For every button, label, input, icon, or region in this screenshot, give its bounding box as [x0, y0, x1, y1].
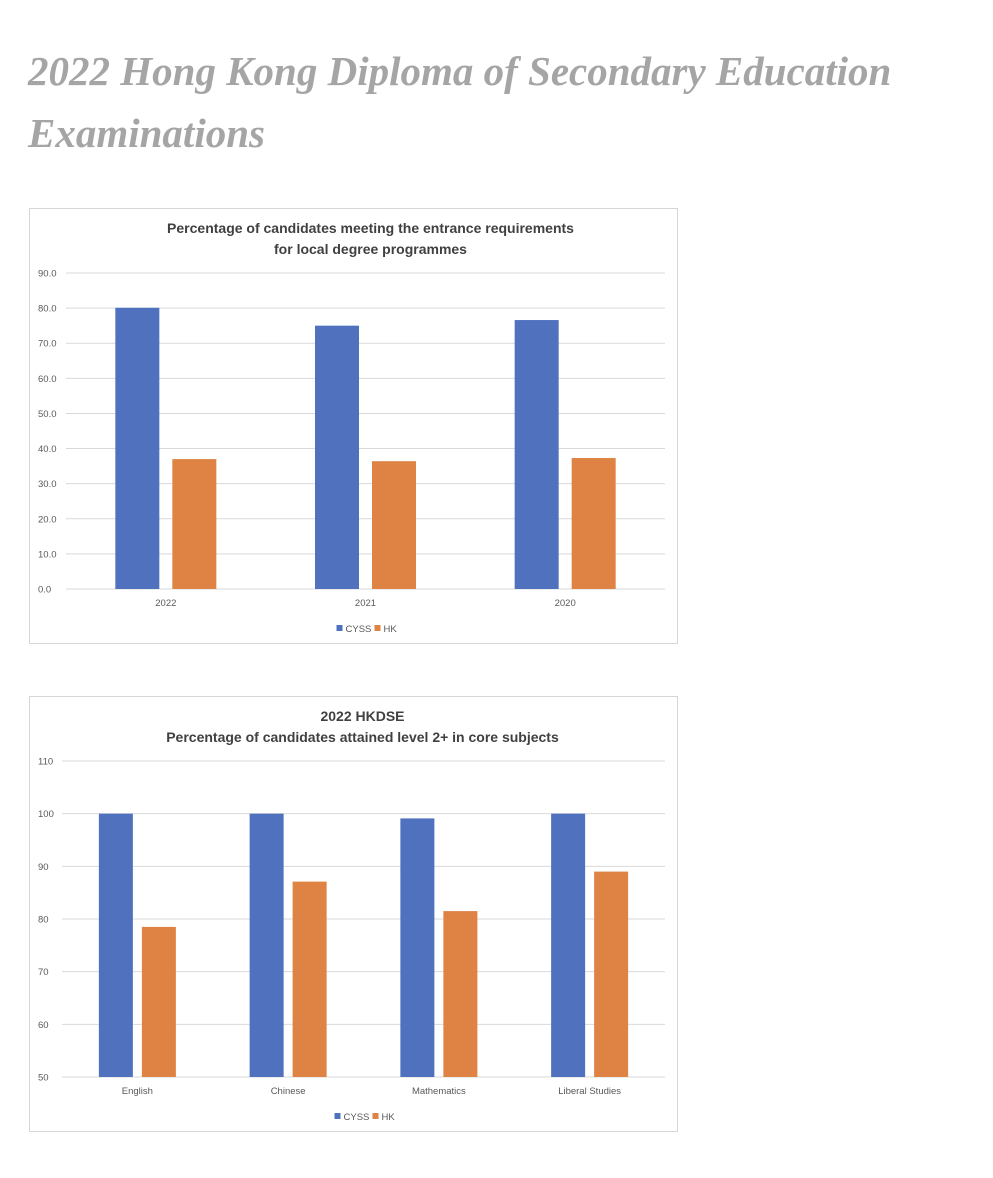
- chart2-bar-hk-mathematics: [443, 911, 478, 1077]
- chart1-legend-label-cyss: CYSS: [346, 624, 372, 635]
- chart1-legend-swatch-hk: [374, 625, 381, 631]
- chart1-category-label: 2020: [555, 598, 576, 609]
- chart2-title: 2022 HKDSE: [320, 708, 404, 724]
- chart2-y-tick-label: 100: [38, 809, 54, 820]
- chart1-y-tick-label: 40.0: [38, 444, 57, 455]
- chart1-bar-cyss-2022: [115, 307, 160, 589]
- chart2-y-tick-label: 50: [38, 1073, 49, 1084]
- chart-degree-entrance: Percentage of candidates meeting the ent…: [29, 208, 678, 644]
- chart1-bar-hk-2020: [571, 458, 616, 589]
- chart2-category-label: Chinese: [271, 1086, 306, 1097]
- chart2-y-tick-label: 70: [38, 967, 49, 978]
- chart2-category-label: English: [122, 1086, 153, 1097]
- chart1-y-tick-label: 90.0: [38, 269, 57, 280]
- chart-degree-entrance-svg: Percentage of candidates meeting the ent…: [38, 220, 665, 635]
- chart1-bar-cyss-2020: [514, 320, 559, 589]
- chart1-bar-hk-2021: [372, 461, 416, 589]
- chart2-category-label: Liberal Studies: [558, 1086, 621, 1097]
- chart2-subtitle: Percentage of candidates attained level …: [166, 729, 559, 745]
- chart1-y-tick-label: 20.0: [38, 514, 57, 525]
- chart2-y-tick-label: 60: [38, 1020, 49, 1031]
- page-title: 2022 Hong Kong Diploma of Secondary Educ…: [28, 48, 892, 156]
- chart2-legend-swatch-hk: [372, 1113, 379, 1119]
- chart1-y-tick-label: 80.0: [38, 304, 57, 315]
- chart1-y-tick-label: 30.0: [38, 479, 57, 490]
- chart1-y-tick-label: 0.0: [38, 585, 51, 596]
- chart1-category-label: 2022: [155, 598, 176, 609]
- chart1-y-tick-label: 10.0: [38, 549, 57, 560]
- chart2-y-tick-label: 110: [38, 757, 53, 768]
- chart1-y-tick-label: 60.0: [38, 374, 57, 385]
- chart2-y-tick-label: 90: [38, 862, 49, 873]
- chart2-legend-label-hk: HK: [382, 1112, 396, 1123]
- chart2-category-label: Mathematics: [412, 1086, 466, 1097]
- chart2-bar-cyss-liberal-studies: [551, 813, 586, 1077]
- chart2-bar-hk-english: [141, 926, 176, 1077]
- chart1-y-tick-label: 50.0: [38, 409, 57, 420]
- chart2-legend-label-cyss: CYSS: [344, 1112, 370, 1123]
- chart1-category-label: 2021: [355, 598, 376, 609]
- chart1-legend-swatch-cyss: [336, 625, 343, 631]
- chart2-bar-cyss-mathematics: [400, 818, 435, 1077]
- chart-core-subjects: 2022 HKDSE Percentage of candidates attai…: [29, 696, 678, 1132]
- chart1-bar-cyss-2021: [315, 325, 359, 589]
- chart1-bar-hk-2022: [172, 459, 217, 589]
- chart1-title: Percentage of candidates meeting the ent…: [167, 220, 574, 236]
- chart2-bar-hk-chinese: [292, 881, 327, 1077]
- chart1-y-tick-label: 70.0: [38, 339, 57, 350]
- chart1-subtitle: for local degree programmes: [274, 241, 467, 257]
- chart1-legend-label-hk: HK: [384, 624, 398, 635]
- chart2-legend-swatch-cyss: [334, 1113, 341, 1119]
- chart-core-subjects-svg: 2022 HKDSE Percentage of candidates attai…: [38, 708, 665, 1123]
- chart2-y-tick-label: 80: [38, 915, 49, 926]
- chart2-bar-hk-liberal-studies: [594, 871, 629, 1077]
- chart2-bar-cyss-chinese: [249, 813, 284, 1077]
- chart2-bar-cyss-english: [98, 813, 133, 1077]
